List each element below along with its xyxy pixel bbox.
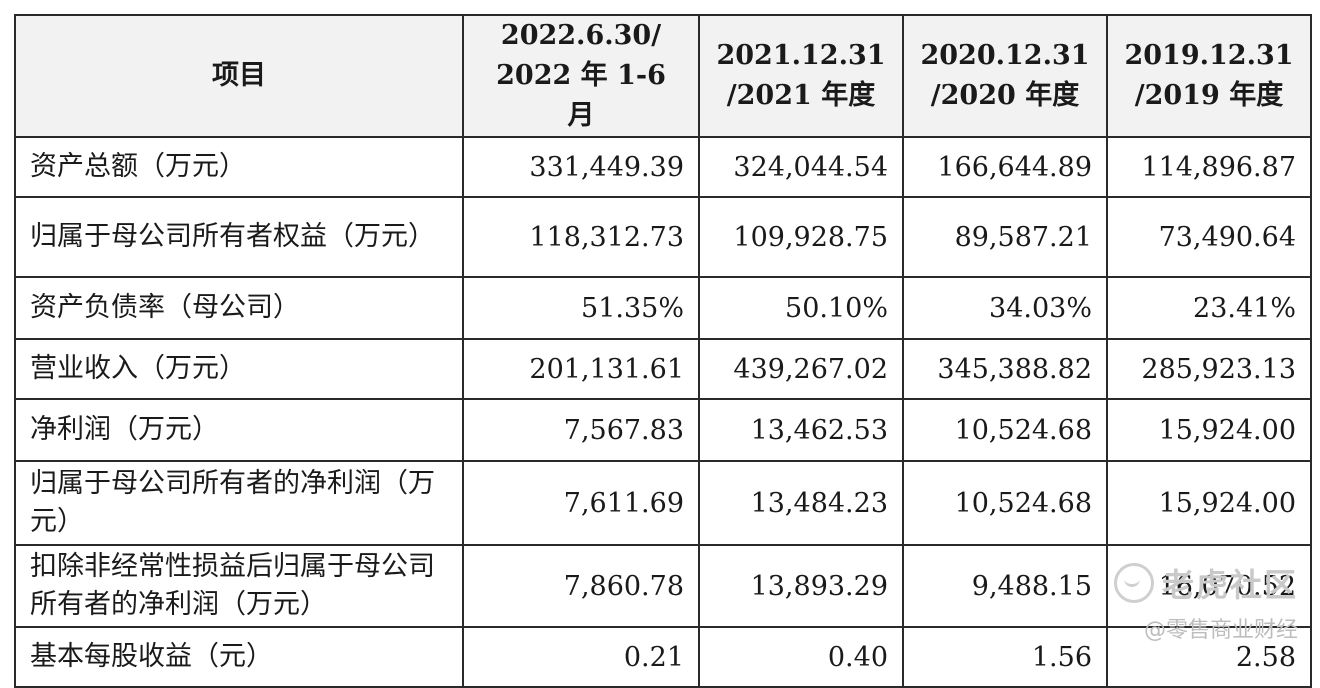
table-row: 资产负债率（母公司） 51.35% 50.10% 34.03% 23.41% xyxy=(14,276,1312,340)
table-cell: 285,923.13 xyxy=(1106,338,1312,400)
table-cell: 2.58 xyxy=(1106,626,1312,688)
table-row: 基本每股收益（元） 0.21 0.40 1.56 2.58 xyxy=(14,626,1312,688)
table-cell: 109,928.75 xyxy=(698,196,904,278)
table-cell: 50.10% xyxy=(698,276,904,340)
header-2022h1: 2022.6.30/ 2022 年 1-6 月 xyxy=(462,14,700,138)
table-cell: 16,070.52 xyxy=(1106,544,1312,628)
table-cell: 13,893.29 xyxy=(698,544,904,628)
table-cell: 89,587.21 xyxy=(902,196,1108,278)
row-label-debt-ratio: 资产负债率（母公司） xyxy=(14,276,464,340)
table-cell: 118,312.73 xyxy=(462,196,700,278)
table-cell: 0.21 xyxy=(462,626,700,688)
table-cell: 13,462.53 xyxy=(698,398,904,462)
row-label-eps: 基本每股收益（元） xyxy=(14,626,464,688)
table-cell: 331,449.39 xyxy=(462,136,700,198)
row-label-total-assets: 资产总额（万元） xyxy=(14,136,464,198)
header-2021: 2021.12.31 /2021 年度 xyxy=(698,14,904,138)
table-cell: 10,524.68 xyxy=(902,398,1108,462)
table-cell: 15,924.00 xyxy=(1106,398,1312,462)
table-cell: 7,860.78 xyxy=(462,544,700,628)
table-cell: 439,267.02 xyxy=(698,338,904,400)
table-row: 资产总额（万元） 331,449.39 324,044.54 166,644.8… xyxy=(14,136,1312,198)
table-row: 归属于母公司所有者的净利润（万元） 7,611.69 13,484.23 10,… xyxy=(14,460,1312,546)
row-label-parent-net-profit: 归属于母公司所有者的净利润（万元） xyxy=(14,460,464,546)
header-2019: 2019.12.31 /2019 年度 xyxy=(1106,14,1312,138)
table-cell: 9,488.15 xyxy=(902,544,1108,628)
header-row: 项目 2022.6.30/ 2022 年 1-6 月 2021.12.31 /2… xyxy=(14,14,1312,138)
table-cell: 34.03% xyxy=(902,276,1108,340)
table-cell: 10,524.68 xyxy=(902,460,1108,546)
table-cell: 0.40 xyxy=(698,626,904,688)
table-cell: 15,924.00 xyxy=(1106,460,1312,546)
row-label-adjusted-net-profit: 扣除非经常性损益后归属于母公司所有者的净利润（万元） xyxy=(14,544,464,628)
table-row: 扣除非经常性损益后归属于母公司所有者的净利润（万元） 7,860.78 13,8… xyxy=(14,544,1312,628)
table-cell: 73,490.64 xyxy=(1106,196,1312,278)
table-row: 归属于母公司所有者权益（万元） 118,312.73 109,928.75 89… xyxy=(14,196,1312,278)
financial-summary-table: 项目 2022.6.30/ 2022 年 1-6 月 2021.12.31 /2… xyxy=(14,14,1312,688)
table-cell: 345,388.82 xyxy=(902,338,1108,400)
table-cell: 7,611.69 xyxy=(462,460,700,546)
header-item: 项目 xyxy=(14,14,464,138)
table-cell: 1.56 xyxy=(902,626,1108,688)
table-cell: 13,484.23 xyxy=(698,460,904,546)
table-cell: 166,644.89 xyxy=(902,136,1108,198)
row-label-parent-equity: 归属于母公司所有者权益（万元） xyxy=(14,196,464,278)
table-row: 净利润（万元） 7,567.83 13,462.53 10,524.68 15,… xyxy=(14,398,1312,462)
header-2020: 2020.12.31 /2020 年度 xyxy=(902,14,1108,138)
table-cell: 114,896.87 xyxy=(1106,136,1312,198)
table-cell: 324,044.54 xyxy=(698,136,904,198)
table-cell: 7,567.83 xyxy=(462,398,700,462)
table-cell: 201,131.61 xyxy=(462,338,700,400)
table-row: 营业收入（万元） 201,131.61 439,267.02 345,388.8… xyxy=(14,338,1312,400)
row-label-net-profit: 净利润（万元） xyxy=(14,398,464,462)
table-cell: 23.41% xyxy=(1106,276,1312,340)
table-cell: 51.35% xyxy=(462,276,700,340)
row-label-revenue: 营业收入（万元） xyxy=(14,338,464,400)
